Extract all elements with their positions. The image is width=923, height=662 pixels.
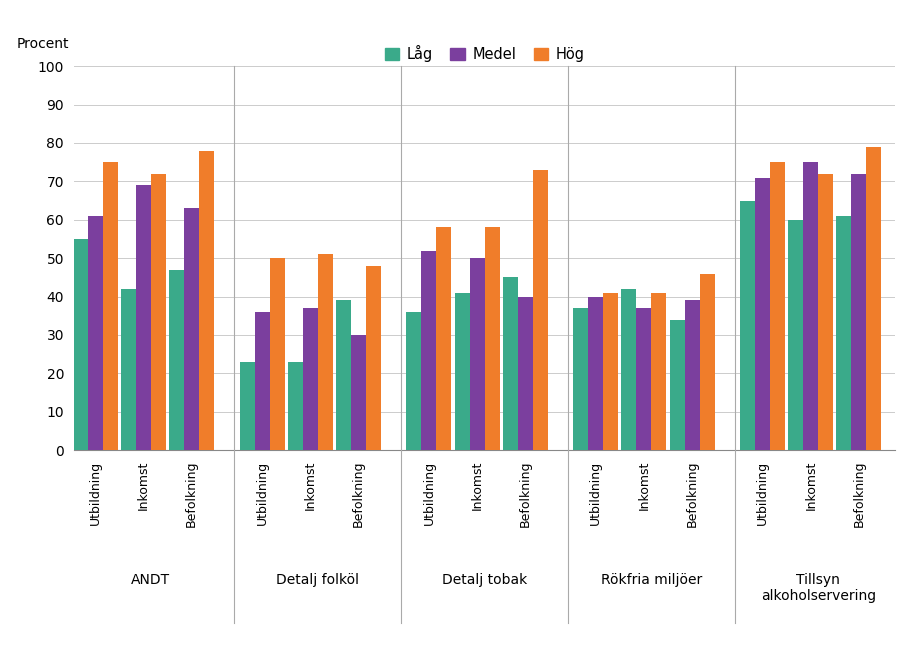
Bar [88,216,102,450]
Bar [740,201,755,450]
Bar [652,293,666,450]
Bar [437,228,451,450]
Bar [150,173,166,450]
Bar [336,301,351,450]
Bar [803,162,819,450]
Bar [303,308,318,450]
Text: Detalj folköl: Detalj folköl [276,573,359,587]
Bar [455,293,470,450]
Bar [318,254,332,450]
Bar [819,173,833,450]
Text: Detalj tobak: Detalj tobak [442,573,527,587]
Bar [270,258,284,450]
Bar [485,228,499,450]
Bar [351,335,366,450]
Bar [533,170,547,450]
Bar [136,185,150,450]
Bar [184,209,199,450]
Bar [503,277,518,450]
Bar [169,269,184,450]
Bar [199,151,214,450]
Bar [770,162,785,450]
Bar [422,250,437,450]
Bar [240,362,255,450]
Bar [788,220,803,450]
Bar [637,308,652,450]
Bar [621,289,637,450]
Bar [851,173,867,450]
Bar [73,239,88,450]
Text: Procent: Procent [17,37,69,51]
Bar [573,308,588,450]
Bar [102,162,118,450]
Text: ANDT: ANDT [131,573,171,587]
Bar [867,147,881,450]
Bar [255,312,270,450]
Bar [685,301,700,450]
Bar [604,293,618,450]
Text: Tillsyn
alkoholservering: Tillsyn alkoholservering [761,573,876,603]
Bar [755,177,770,450]
Bar [518,297,533,450]
Bar [288,362,303,450]
Bar [121,289,136,450]
Text: Rökfria miljöer: Rökfria miljöer [601,573,702,587]
Legend: Låg, Medel, Hög: Låg, Medel, Hög [378,39,591,68]
Bar [588,297,604,450]
Bar [669,320,685,450]
Bar [366,266,381,450]
Bar [836,216,851,450]
Bar [406,312,422,450]
Bar [470,258,485,450]
Bar [700,273,714,450]
